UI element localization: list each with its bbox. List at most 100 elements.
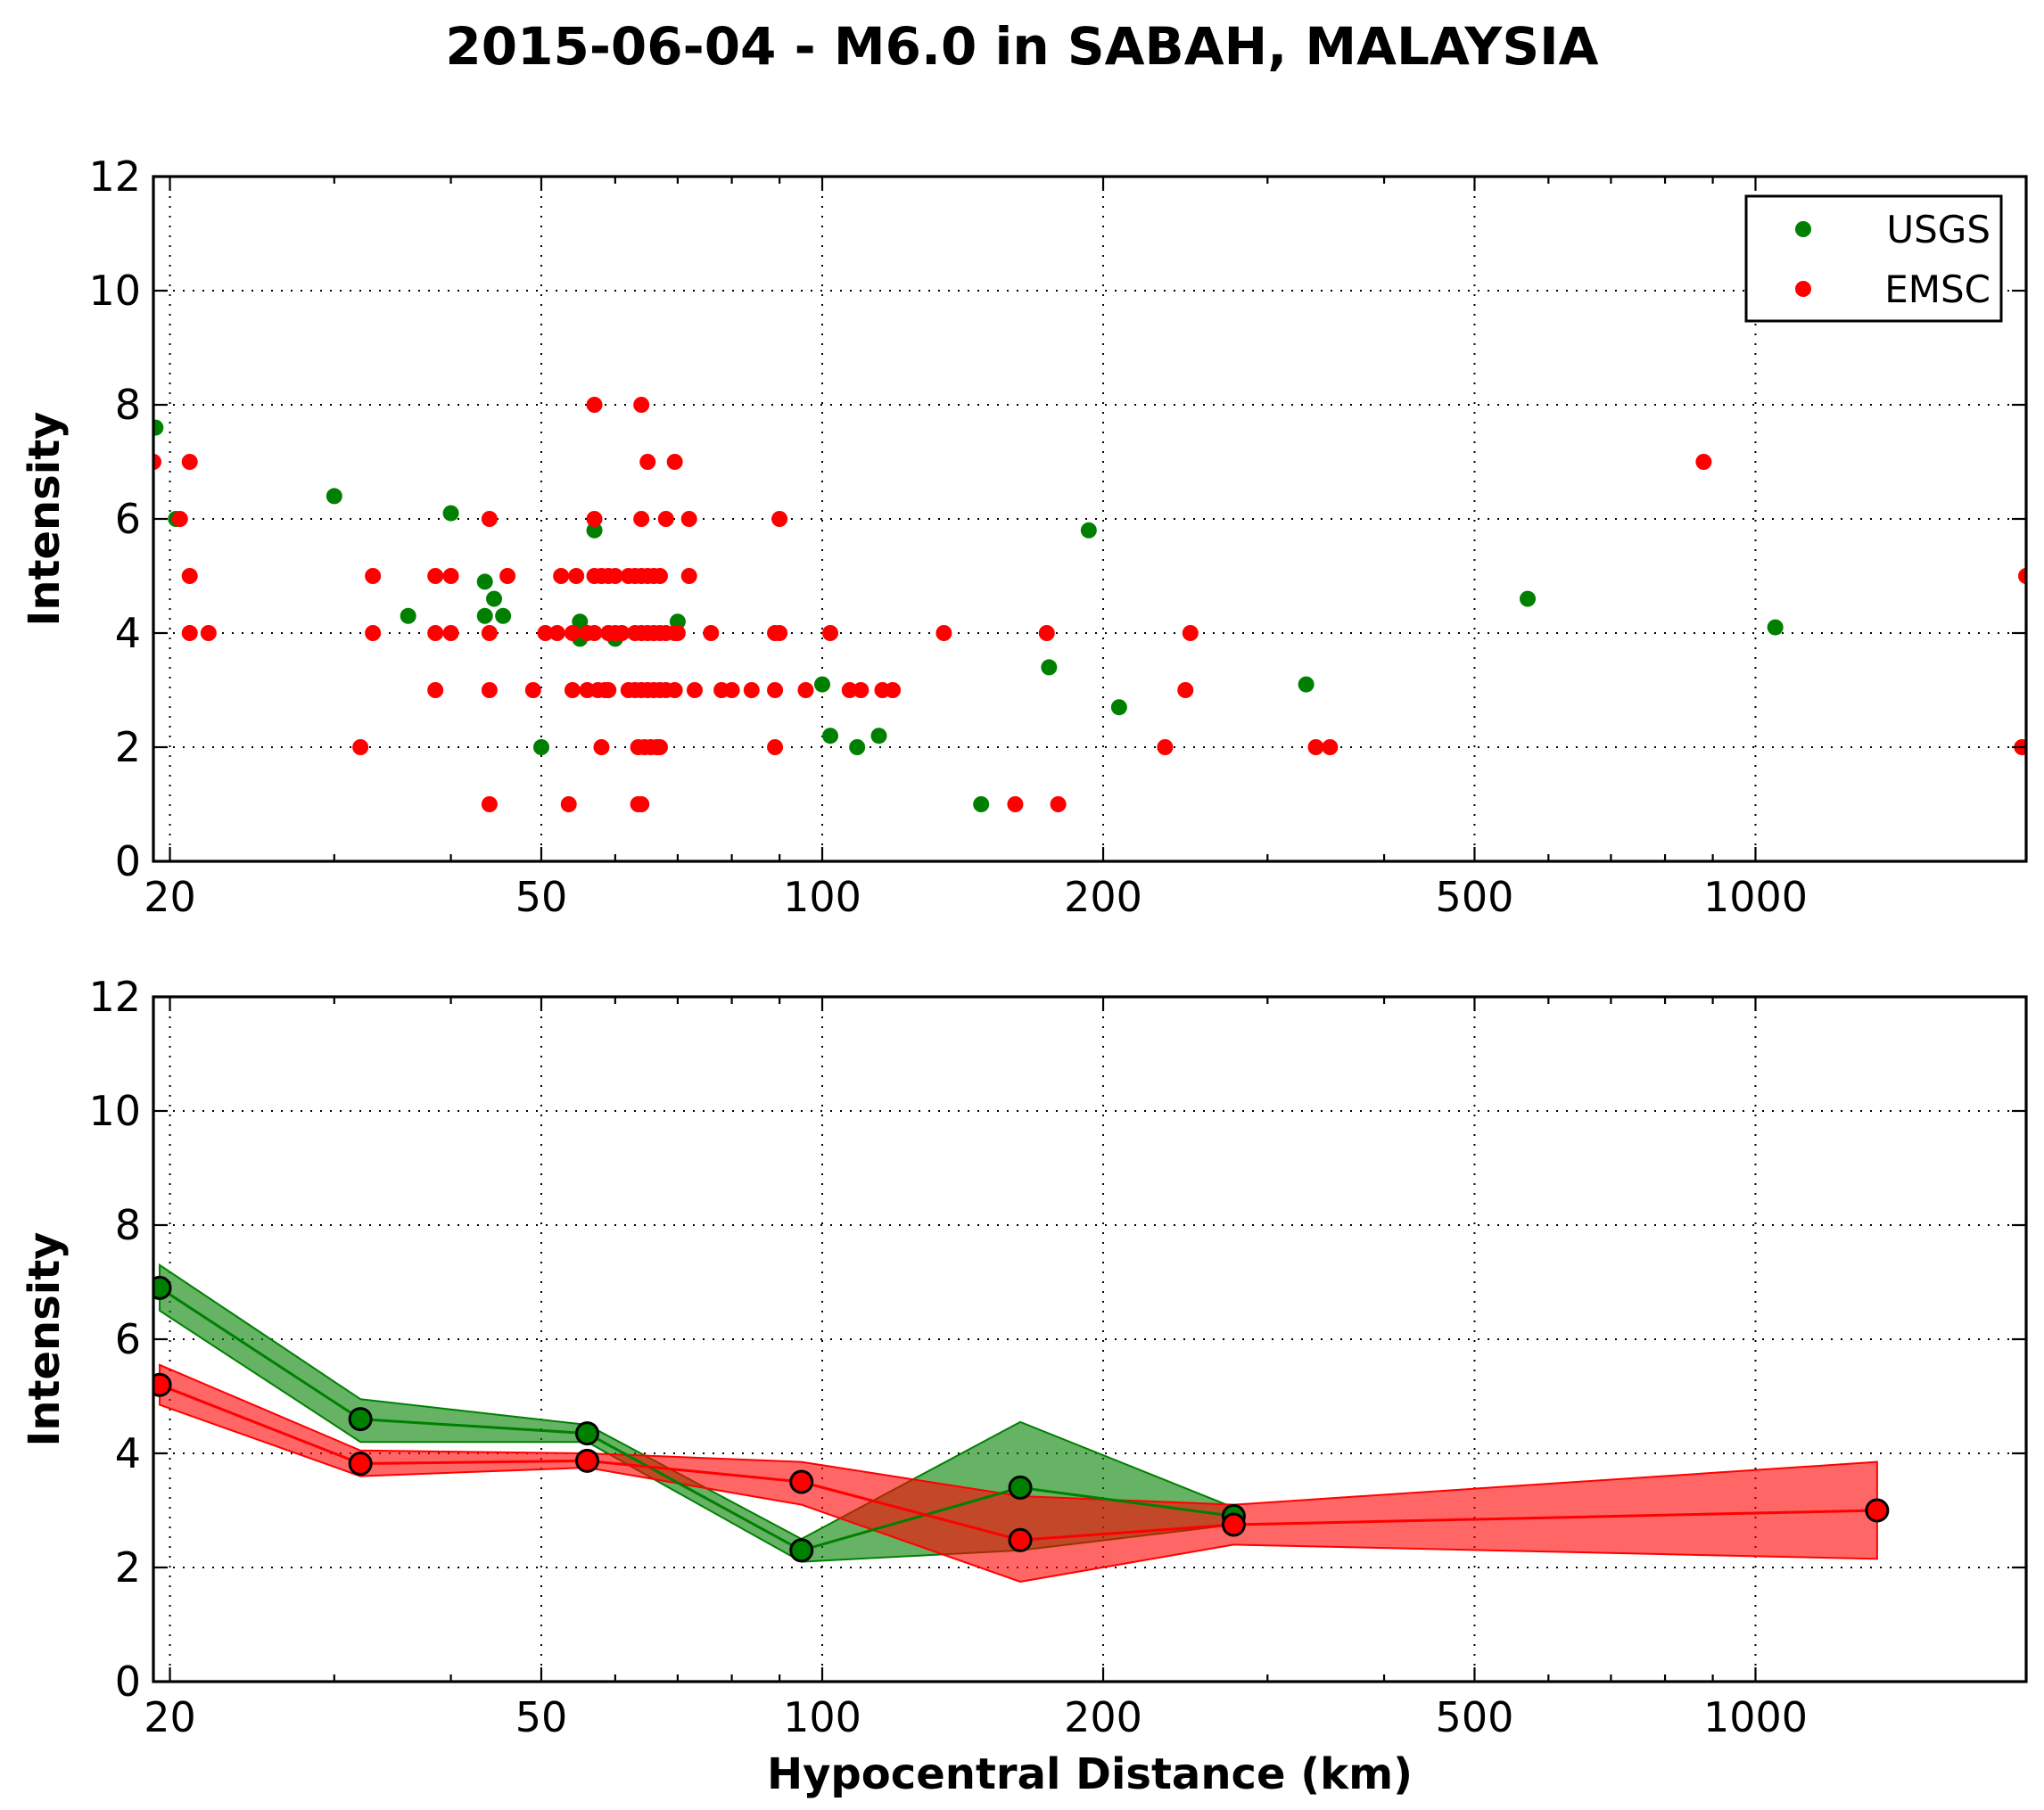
emsc-point <box>481 625 498 641</box>
usgs-point <box>476 607 493 624</box>
emsc-point <box>797 682 814 698</box>
usgs-bin-marker <box>348 1407 373 1432</box>
emsc-point <box>822 625 839 641</box>
emsc-point <box>614 625 631 641</box>
usgs-point <box>476 573 493 590</box>
emsc-point <box>657 511 674 527</box>
legend-emsc-marker <box>1795 281 1811 297</box>
emsc-point <box>686 682 703 698</box>
y-tick-label: 12 <box>88 973 141 1021</box>
emsc-point <box>365 568 382 584</box>
emsc-point <box>633 397 650 413</box>
x-tick-label: 100 <box>783 1693 861 1741</box>
emsc-point <box>442 625 459 641</box>
binned-plot-frame <box>152 995 2028 1683</box>
legend-box <box>1744 194 2003 323</box>
usgs-bin-marker <box>1008 1475 1033 1500</box>
emsc-point <box>1007 796 1024 812</box>
usgs-point <box>870 728 887 745</box>
legend-emsc-label: EMSC <box>1884 267 1990 311</box>
y-tick-label: 2 <box>115 723 141 771</box>
emsc-point <box>771 511 788 527</box>
emsc-point <box>669 625 686 641</box>
usgs-point <box>532 739 549 755</box>
x-tick-label: 1000 <box>1703 1693 1808 1741</box>
emsc-point <box>666 454 683 470</box>
emsc-bin-marker <box>1008 1527 1033 1552</box>
emsc-point <box>680 568 697 584</box>
usgs-point <box>1080 522 1097 539</box>
emsc-point <box>586 511 603 527</box>
emsc-point <box>481 796 498 812</box>
chart-title: 2015-06-04 - M6.0 in SABAH, MALAYSIA <box>445 16 1598 77</box>
emsc-bin-marker <box>574 1448 599 1473</box>
scatter-plot-panel: 20 50 100 200 500 1000 0 2 4 6 8 10 12 Intensity USG… <box>20 152 2028 921</box>
emsc-point <box>652 739 668 755</box>
y-tick-label: 6 <box>115 1315 141 1363</box>
y-tick-label: 8 <box>115 1201 141 1249</box>
emsc-bin-marker <box>1865 1498 1890 1523</box>
emsc-point <box>548 625 565 641</box>
usgs-bin-marker <box>153 1275 172 1300</box>
emsc-point <box>524 682 541 698</box>
emsc-point <box>652 568 668 584</box>
emsc-point <box>586 625 603 641</box>
y-tick-label: 12 <box>88 152 141 201</box>
emsc-point <box>767 682 784 698</box>
x-tick-label: 20 <box>144 1693 196 1741</box>
emsc-point <box>352 739 369 755</box>
usgs-point <box>495 607 512 624</box>
emsc-point <box>427 568 444 584</box>
usgs-point <box>400 607 416 624</box>
usgs-point <box>814 676 831 693</box>
x-tick-label: 200 <box>1064 873 1142 921</box>
x-tick-label: 200 <box>1064 1693 1142 1741</box>
y-tick-label: 0 <box>115 837 141 885</box>
emsc-point <box>606 568 623 584</box>
emsc-point <box>564 682 581 698</box>
y-tick-label: 4 <box>115 1429 141 1477</box>
emsc-point <box>935 625 952 641</box>
emsc-point <box>427 625 444 641</box>
emsc-point <box>743 682 760 698</box>
usgs-point <box>326 488 342 505</box>
usgs-point <box>973 796 990 812</box>
emsc-point <box>885 682 902 698</box>
emsc-point <box>1050 796 1067 812</box>
binned-y-axis-label: Intensity <box>20 1232 70 1447</box>
emsc-point <box>181 625 198 641</box>
emsc-point <box>666 682 683 698</box>
usgs-point <box>1110 699 1127 716</box>
usgs-point <box>586 522 603 539</box>
emsc-bin-marker <box>1221 1512 1246 1537</box>
emsc-point <box>630 796 647 812</box>
emsc-point <box>723 682 740 698</box>
x-tick-label: 50 <box>515 873 568 921</box>
usgs-point <box>1520 590 1537 607</box>
emsc-bin-marker <box>348 1452 373 1477</box>
emsc-point <box>586 397 603 413</box>
x-tick-label: 1000 <box>1703 873 1808 921</box>
usgs-point <box>849 739 866 755</box>
emsc-point <box>568 568 585 584</box>
usgs-bin-marker <box>789 1538 814 1563</box>
emsc-point <box>481 511 498 527</box>
binned-intensity-panel: 20 50 100 200 500 1000 0 2 4 6 8 10 12 Intensity Hyp… <box>20 973 2028 1799</box>
usgs-point <box>1298 676 1315 693</box>
emsc-point <box>771 625 788 641</box>
emsc-point <box>1695 454 1712 470</box>
emsc-point <box>171 511 188 527</box>
x-tick-label: 20 <box>144 873 196 921</box>
emsc-point <box>442 568 459 584</box>
emsc-point <box>600 682 617 698</box>
emsc-point <box>153 454 161 470</box>
emsc-point <box>2018 568 2026 584</box>
x-tick-label: 100 <box>783 873 861 921</box>
emsc-bin-marker <box>789 1469 814 1494</box>
emsc-point <box>1182 625 1199 641</box>
y-tick-label: 0 <box>115 1658 141 1706</box>
usgs-point <box>153 419 164 436</box>
y-tick-label: 8 <box>115 381 141 429</box>
y-tick-label: 10 <box>88 267 141 315</box>
emsc-point <box>1157 739 1174 755</box>
